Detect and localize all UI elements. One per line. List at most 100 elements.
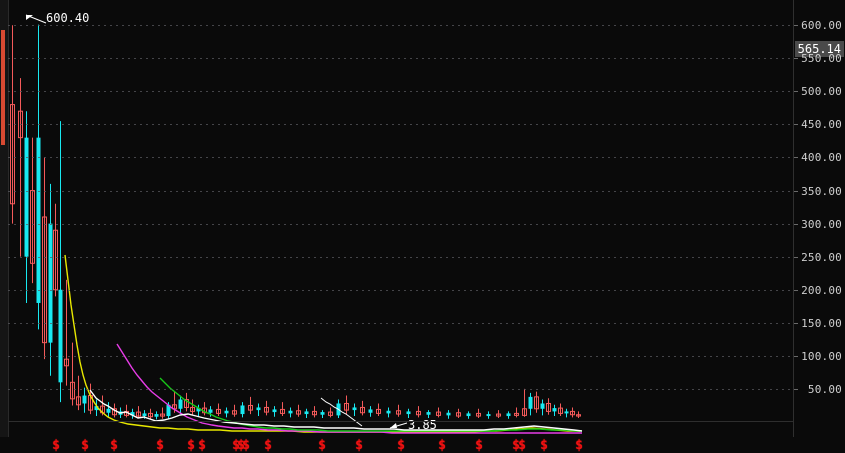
price-axis[interactable]: 565.14 600.00 550.00 500.00 450.00 400.00 350… — [793, 0, 845, 437]
candlestick — [190, 399, 195, 415]
annotation-high-arrow — [25, 14, 47, 24]
dividend-marker[interactable]: $ — [518, 438, 526, 453]
candlestick — [328, 407, 333, 418]
candlestick — [94, 399, 99, 417]
dividend-marker[interactable]: $ — [355, 438, 363, 453]
dividend-marker[interactable]: $ — [237, 438, 245, 453]
dividend-marker[interactable]: $ — [156, 438, 164, 453]
candlestick — [486, 411, 491, 419]
candlestick — [466, 411, 471, 419]
candlestick — [232, 404, 237, 417]
dividend-marker-row: $ $ $ $ $ $ $ $ $ $ $ $ $ $ $ $ $ $ $ — [8, 437, 845, 453]
grid-line — [8, 91, 793, 93]
candlestick — [416, 406, 421, 418]
axis-tick-label: 500.00 — [801, 85, 842, 99]
axis-tick-mark — [794, 223, 798, 225]
dividend-marker[interactable]: $ — [540, 438, 548, 453]
chart-plot-area[interactable]: 600.40 3.85 — [8, 0, 793, 437]
left-gutter-scrollbar[interactable] — [0, 0, 9, 437]
candlestick — [76, 375, 81, 411]
candlestick — [558, 403, 563, 417]
ma-line-yellow — [64, 254, 580, 433]
axis-tick-mark — [794, 322, 798, 324]
annotation-low-arrow — [389, 422, 408, 429]
candlestick — [476, 408, 481, 419]
grid-line — [8, 223, 793, 225]
dividend-marker[interactable]: $ — [397, 438, 405, 453]
axis-tick-label: 550.00 — [801, 52, 842, 66]
axis-tick-label: 50.00 — [807, 382, 842, 396]
candlestick — [272, 406, 277, 417]
candlestick — [82, 387, 87, 413]
gutter-price-segment — [1, 30, 5, 145]
candlestick — [280, 402, 285, 417]
candlestick — [570, 407, 575, 418]
candlestick — [360, 400, 365, 416]
candlestick — [106, 402, 111, 417]
dividend-marker[interactable]: $ — [52, 438, 60, 453]
axis-tick-mark — [794, 388, 798, 390]
dividend-marker[interactable]: $ — [81, 438, 89, 453]
candlestick — [48, 183, 53, 376]
candlestick — [406, 408, 411, 419]
candlestick — [248, 396, 253, 415]
axis-baseline — [8, 421, 793, 422]
grid-line — [8, 190, 793, 192]
grid-line — [8, 388, 793, 390]
candlestick — [256, 403, 261, 417]
candlestick — [288, 407, 293, 418]
candlestick — [496, 410, 501, 419]
candlestick — [216, 403, 221, 417]
candlestick — [546, 398, 551, 415]
axis-tick-mark — [794, 124, 798, 126]
candlestick — [304, 408, 309, 419]
dividend-marker[interactable]: $ — [438, 438, 446, 453]
dividend-marker[interactable]: $ — [198, 438, 206, 453]
candlestick — [426, 410, 431, 419]
dividend-marker[interactable]: $ — [318, 438, 326, 453]
axis-tick-label: 450.00 — [801, 118, 842, 132]
candlestick — [522, 388, 527, 417]
dividend-marker[interactable]: $ — [242, 438, 250, 453]
dividend-marker[interactable]: $ — [110, 438, 118, 453]
axis-tick-label: 400.00 — [801, 151, 842, 165]
axis-tick-label: 100.00 — [801, 349, 842, 363]
dividend-marker[interactable]: $ — [187, 438, 195, 453]
candlestick — [456, 408, 461, 419]
dividend-marker[interactable]: $ — [475, 438, 483, 453]
candlestick — [386, 407, 391, 418]
axis-tick-label: 200.00 — [801, 283, 842, 297]
axis-tick-label: 250.00 — [801, 250, 842, 264]
candlestick — [514, 407, 519, 418]
grid-line — [8, 355, 793, 357]
candlestick — [312, 406, 317, 418]
candlestick — [160, 407, 165, 419]
candlestick — [534, 391, 539, 413]
grid-line — [8, 256, 793, 258]
axis-tick-mark — [794, 256, 798, 258]
grid-line — [8, 289, 793, 291]
dividend-marker[interactable]: $ — [232, 438, 240, 453]
candlestick — [528, 392, 533, 416]
dividend-marker[interactable]: $ — [575, 438, 583, 453]
grid-line — [8, 124, 793, 126]
grid-lines — [8, 0, 793, 437]
axis-tick-mark — [794, 190, 798, 192]
candlestick — [184, 392, 189, 412]
grid-line — [8, 25, 793, 27]
axis-tick-mark — [794, 58, 798, 60]
candlestick — [552, 404, 557, 417]
candlestick — [130, 408, 135, 419]
axis-tick-label: 600.00 — [801, 19, 842, 33]
candlestick — [506, 411, 511, 419]
candlestick — [344, 395, 349, 415]
candlestick — [196, 404, 201, 417]
dividend-marker[interactable]: $ — [264, 438, 272, 453]
annotation-high-label: 600.40 — [46, 11, 90, 25]
candlestick — [368, 406, 373, 417]
dividend-marker[interactable]: $ — [512, 438, 520, 453]
candlestick — [178, 395, 183, 415]
axis-tick-label: 350.00 — [801, 184, 842, 198]
candlestick — [564, 408, 569, 418]
